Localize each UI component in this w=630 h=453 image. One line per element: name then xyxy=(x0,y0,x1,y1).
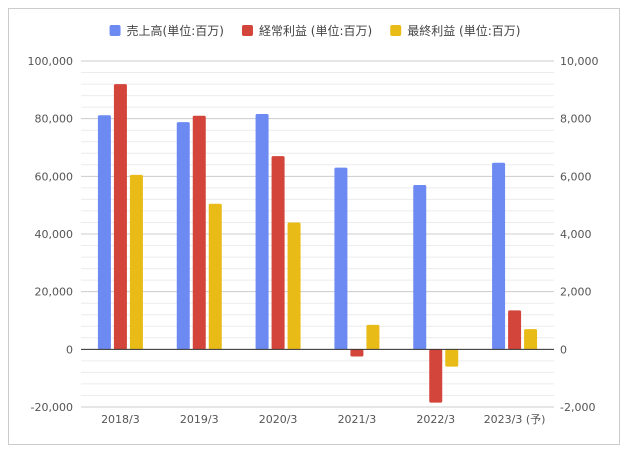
right-tick-label: 6,000 xyxy=(560,170,592,183)
right-tick-label: 8,000 xyxy=(560,113,592,126)
legend-label: 最終利益 (単位:百万) xyxy=(407,23,520,38)
bar-series1-0 xyxy=(97,115,111,350)
bar-series3-3 xyxy=(366,324,380,350)
legend-label: 経常利益 (単位:百万) xyxy=(259,23,372,38)
x-tick-label: 2018/3 xyxy=(101,413,140,426)
right-tick-label: -2,000 xyxy=(560,401,595,414)
left-tick-label: 100,000 xyxy=(28,55,74,68)
bar-series2-3 xyxy=(350,349,364,357)
bar-series3-2 xyxy=(287,222,301,350)
bar-series2-0 xyxy=(113,84,127,350)
x-tick-label: 2022/3 xyxy=(416,413,455,426)
bar-series3-0 xyxy=(129,174,143,350)
bars xyxy=(97,84,538,403)
legend-swatch xyxy=(241,25,253,36)
left-tick-label: 20,000 xyxy=(35,286,74,299)
right-tick-label: 10,000 xyxy=(560,55,599,68)
bar-series1-1 xyxy=(176,122,190,350)
x-tick-label: 2023/3 (予) xyxy=(484,413,546,426)
bar-series1-3 xyxy=(334,167,348,350)
bar-series1-5 xyxy=(492,162,506,350)
bar-series2-4 xyxy=(429,349,443,403)
chart-frame: 売上高(単位:百万) 経常利益 (単位:百万) 最終利益 (単位:百万) -20,0… xyxy=(8,8,620,445)
bar-series3-5 xyxy=(524,329,538,350)
bar-series1-4 xyxy=(413,184,427,350)
chart: 売上高(単位:百万) 経常利益 (単位:百万) 最終利益 (単位:百万) -20,0… xyxy=(28,23,599,426)
left-tick-label: 0 xyxy=(66,343,73,356)
x-axis-labels: 2018/3 2019/3 2020/3 2021/3 2022/3 2023/3 (予) xyxy=(101,413,545,426)
x-tick-label: 2021/3 xyxy=(338,413,377,426)
left-tick-label: 60,000 xyxy=(35,170,74,183)
x-tick-label: 2019/3 xyxy=(180,413,219,426)
bar-series2-2 xyxy=(271,156,285,350)
legend-swatch xyxy=(109,25,121,36)
legend-item-1: 売上高(単位:百万) xyxy=(109,23,224,38)
bar-series3-1 xyxy=(208,203,222,350)
legend-item-3: 最終利益 (単位:百万) xyxy=(390,23,520,38)
x-tick-label: 2020/3 xyxy=(259,413,298,426)
left-tick-label: -20,000 xyxy=(31,401,73,414)
bar-series2-5 xyxy=(508,310,522,350)
bar-series1-2 xyxy=(255,114,269,350)
right-tick-label: 2,000 xyxy=(560,286,592,299)
legend-label: 売上高(単位:百万) xyxy=(127,23,224,38)
bar-series2-1 xyxy=(192,115,206,350)
right-tick-label: 0 xyxy=(560,343,567,356)
legend-item-2: 経常利益 (単位:百万) xyxy=(241,23,372,38)
bar-series3-4 xyxy=(445,349,459,367)
legend-swatch xyxy=(390,25,402,36)
right-axis-ticks: -2,000 0 2,000 4,000 6,000 8,000 10,000 xyxy=(560,55,599,414)
left-tick-label: 40,000 xyxy=(35,228,74,241)
gridlines xyxy=(81,60,554,408)
legend: 売上高(単位:百万) 経常利益 (単位:百万) 最終利益 (単位:百万) xyxy=(109,23,520,38)
left-tick-label: 80,000 xyxy=(35,113,74,126)
right-tick-label: 4,000 xyxy=(560,228,592,241)
left-axis-ticks: -20,000 0 20,000 40,000 60,000 80,000 100,000 xyxy=(28,55,74,414)
